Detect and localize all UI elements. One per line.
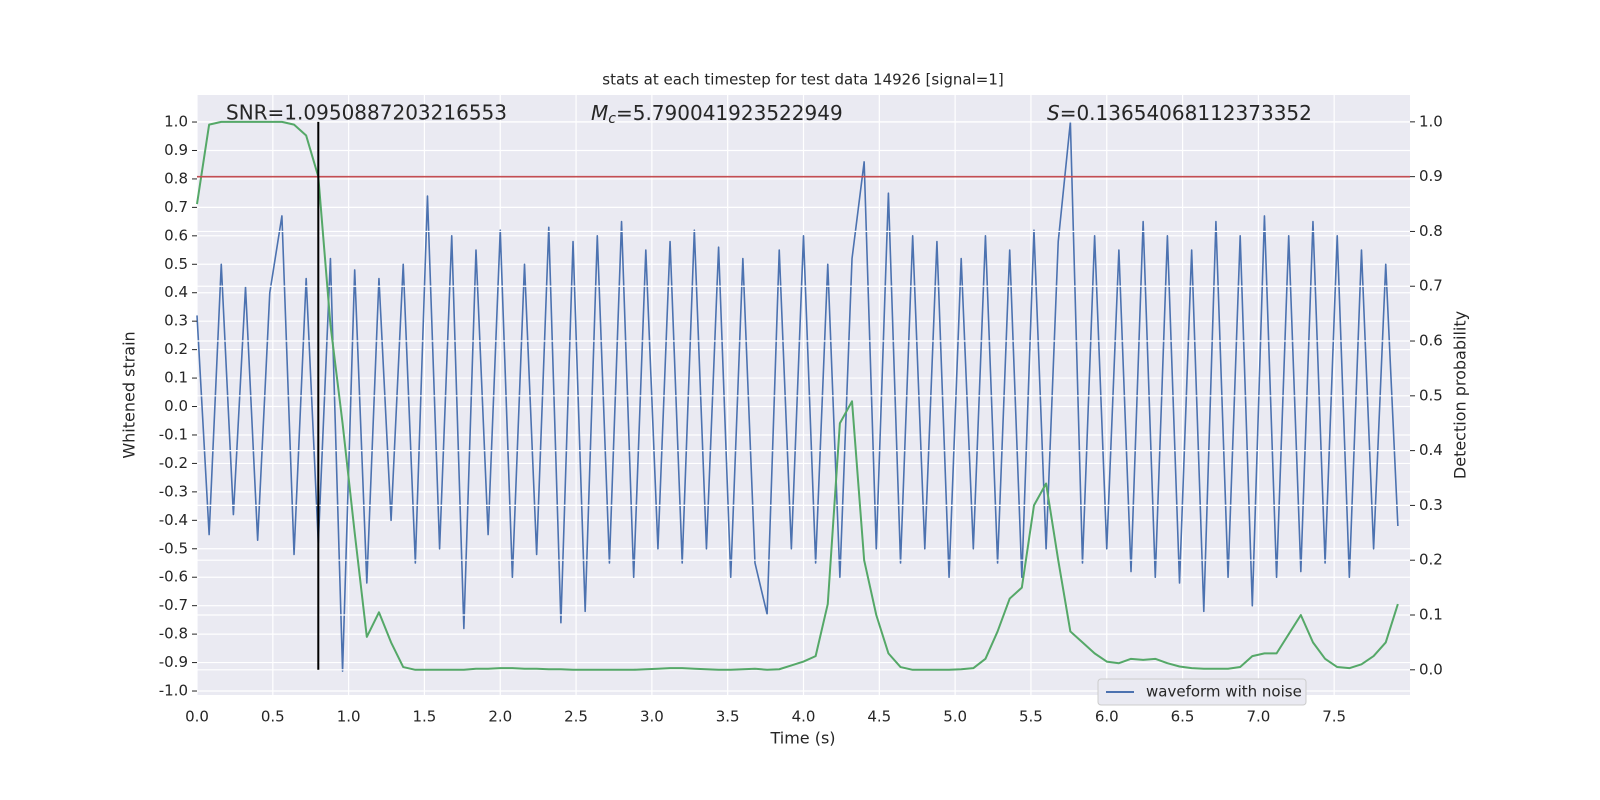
y-tick-label: -0.2 xyxy=(159,454,188,472)
y2-tick-label: 1.0 xyxy=(1419,112,1443,130)
x-tick-label: 5.5 xyxy=(1019,708,1043,726)
y-tick-label: 0.6 xyxy=(164,226,188,244)
x-tick-label: 2.0 xyxy=(488,708,512,726)
x-tick-label: 6.5 xyxy=(1171,708,1195,726)
y2-tick-label: 0.3 xyxy=(1419,496,1443,514)
mc-value: =5.790041923522949 xyxy=(616,101,843,125)
y-tick-label: 0.1 xyxy=(164,369,188,387)
y2-tick-label: 0.6 xyxy=(1419,332,1443,350)
y2-tick-label: 0.9 xyxy=(1419,167,1443,185)
s-symbol: S xyxy=(1047,101,1060,125)
y2-tick-label: 0.4 xyxy=(1419,441,1443,459)
snr-annotation: SNR=1.0950887203216553 xyxy=(226,101,507,125)
series-line xyxy=(196,120,1399,671)
y-tick-label: -0.5 xyxy=(159,539,188,557)
y-tick-label: -0.3 xyxy=(159,482,188,500)
y-axis-label: Whitened strain xyxy=(120,331,139,458)
y2-tick-label: 0.0 xyxy=(1419,660,1443,678)
y-tick-label: -0.9 xyxy=(159,653,188,671)
x-tick-label: 6.0 xyxy=(1095,708,1119,726)
mc-symbol: M xyxy=(591,101,608,125)
chart-title: stats at each timestep for test data 149… xyxy=(602,71,1003,89)
y-tick-label: 1.0 xyxy=(164,113,188,131)
y-tick-label: 0.4 xyxy=(164,283,188,301)
x-axis-label: Time (s) xyxy=(769,729,835,748)
x-tick-label: 4.5 xyxy=(867,708,891,726)
y2-tick-label: 0.7 xyxy=(1419,277,1443,295)
y-tick-label: 0.3 xyxy=(164,312,188,330)
y-tick-label: 0.0 xyxy=(164,397,188,415)
y-tick-label: 0.2 xyxy=(164,340,188,358)
over-layer xyxy=(196,120,1410,671)
s-annotation: S=0.13654068112373352 xyxy=(1047,101,1312,125)
y2-axis-label: Detection probability xyxy=(1451,311,1470,479)
legend-box xyxy=(1097,678,1307,706)
y-tick-label: -0.1 xyxy=(159,425,188,443)
y-tick-label: 0.7 xyxy=(164,198,188,216)
x-tick-label: 4.0 xyxy=(792,708,816,726)
x-tick-label: 2.5 xyxy=(564,708,588,726)
x-tick-label: 7.5 xyxy=(1322,708,1346,726)
y-tick-label: -0.7 xyxy=(159,596,188,614)
y-tick-label: -1.0 xyxy=(159,682,188,700)
legend-label: waveform with noise xyxy=(1146,683,1302,701)
x-tick-label: 0.0 xyxy=(185,708,209,726)
y-tick-label: 0.8 xyxy=(164,169,188,187)
x-tick-label: 5.0 xyxy=(943,708,967,726)
y-tick-label: 0.9 xyxy=(164,141,188,159)
x-tick-label: 1.0 xyxy=(337,708,361,726)
y-tick-label: -0.8 xyxy=(159,625,188,643)
mc-annotation: Mc=5.790041923522949 xyxy=(591,101,843,128)
mc-subscript: c xyxy=(608,111,616,127)
y2-tick-label: 0.5 xyxy=(1419,386,1443,404)
x-tick-label: 7.0 xyxy=(1246,708,1270,726)
x-tick-label: 3.5 xyxy=(716,708,740,726)
y2-tick-label: 0.8 xyxy=(1419,222,1443,240)
series-line xyxy=(196,121,1399,672)
y2-tick-label: 0.2 xyxy=(1419,551,1443,569)
x-tick-label: 0.5 xyxy=(261,708,285,726)
y-tick-label: -0.4 xyxy=(159,511,188,529)
x-tick-label: 3.0 xyxy=(640,708,664,726)
s-value: =0.13654068112373352 xyxy=(1060,101,1312,125)
y-tick-label: -0.6 xyxy=(159,568,188,586)
y2-tick-label: 0.1 xyxy=(1419,606,1443,624)
y-tick-label: 0.5 xyxy=(164,255,188,273)
x-tick-label: 1.5 xyxy=(413,708,437,726)
under-layer xyxy=(196,95,1410,695)
